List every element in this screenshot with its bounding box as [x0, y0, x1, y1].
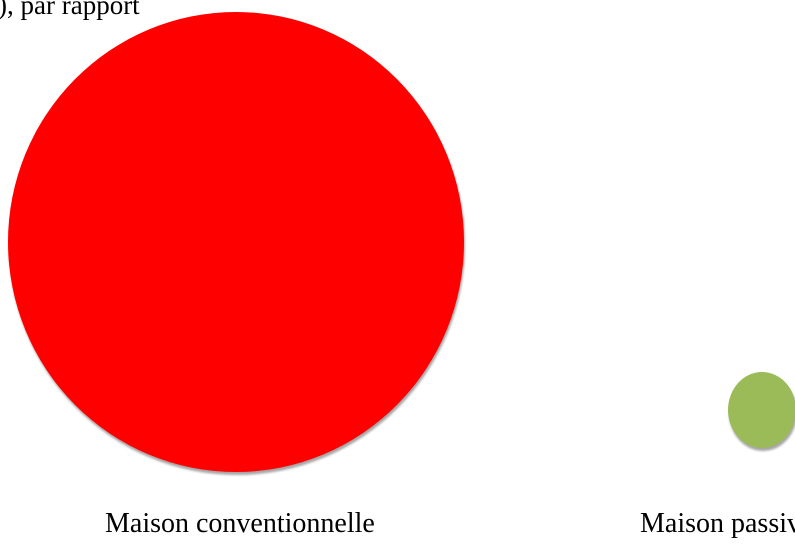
conventional-house-circle — [8, 12, 464, 472]
passive-house-circle — [728, 372, 795, 448]
top-text-fragment: ), par rapport — [0, 0, 140, 20]
passive-house-label: Maison passive — [640, 508, 795, 539]
conventional-house-label: Maison conventionnelle — [105, 508, 375, 539]
